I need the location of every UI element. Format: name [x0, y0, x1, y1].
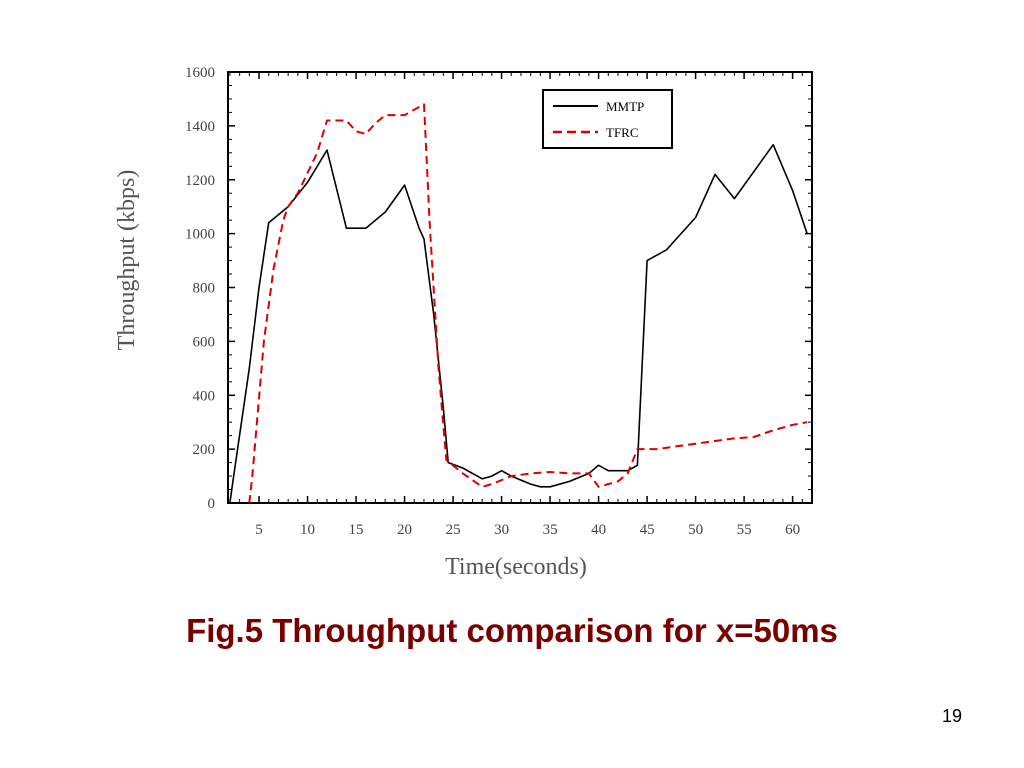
y-axis-ticks: 0 200 400 600 800 1000 1200 1400 1600	[185, 65, 812, 512]
legend-box	[542, 89, 673, 149]
y-tick-label: 600	[193, 334, 216, 350]
x-tick-label: 60	[785, 522, 800, 538]
x-tick-label: 50	[688, 522, 703, 538]
legend-label-mmtp: MMTP	[606, 99, 644, 114]
legend: MMTP TFRC	[542, 89, 673, 149]
y-tick-label: 1600	[185, 65, 215, 81]
x-tick-label: 5	[255, 522, 263, 538]
y-tick-label: 200	[193, 442, 216, 458]
legend-label-tfrc: TFRC	[606, 125, 639, 140]
x-tick-label: 45	[640, 522, 655, 538]
figure-caption: Fig.5 Throughput comparison for x=50ms	[186, 612, 838, 649]
page-number: 19	[941, 706, 962, 726]
y-tick-label: 800	[193, 281, 216, 297]
x-tick-label: 35	[543, 522, 558, 538]
series-line-mmtp	[229, 143, 808, 504]
throughput-chart: 0 200 400 600 800 1000 1200 1400 1600 5 10 15 20 25 3…	[114, 65, 813, 580]
x-tick-label: 25	[446, 522, 461, 538]
series-line-tfrc	[248, 103, 808, 504]
y-tick-label: 1200	[185, 173, 215, 189]
y-tick-label: 400	[193, 388, 216, 404]
x-tick-label: 55	[737, 522, 752, 538]
y-tick-label: 0	[208, 496, 216, 512]
y-tick-label: 1400	[185, 119, 215, 135]
x-axis-title: Time(seconds)	[445, 554, 587, 580]
x-tick-label: 40	[591, 522, 606, 538]
x-tick-label: 10	[300, 522, 315, 538]
x-tick-label: 30	[494, 522, 509, 538]
x-tick-label: 20	[397, 522, 412, 538]
plot-frame	[227, 71, 813, 504]
y-axis-title: Throughput (kbps)	[114, 170, 140, 351]
y-tick-label: 1000	[185, 227, 215, 243]
series-lines	[229, 103, 808, 504]
x-axis-ticks: 5 10 15 20 25 30 35 40 45 50 55 60	[229, 72, 813, 538]
x-tick-label: 15	[349, 522, 364, 538]
